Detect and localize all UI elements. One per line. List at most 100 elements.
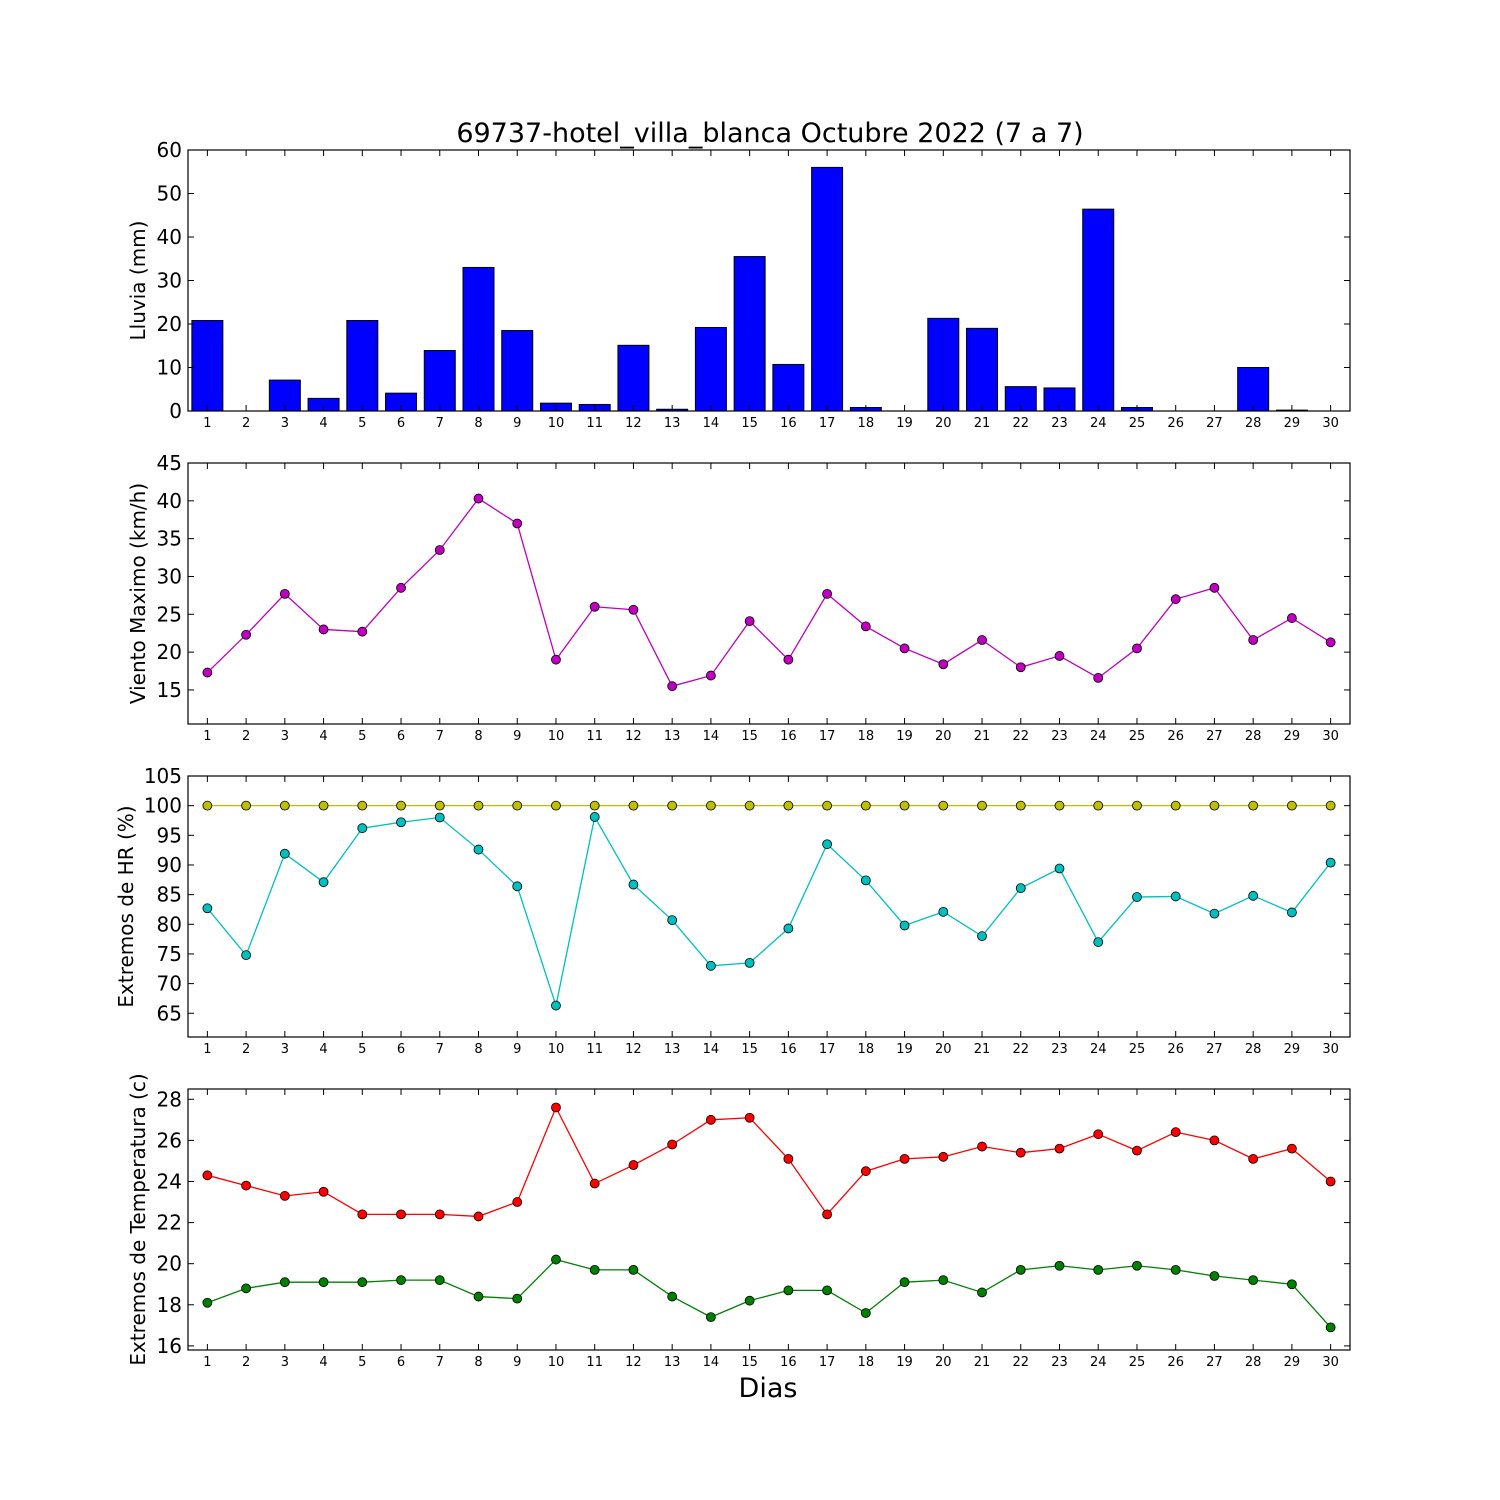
humidity-y-axis-label: Extremos de HR (%) <box>114 805 138 1007</box>
temperature-series-2-point-15 <box>744 1295 755 1306</box>
wind-xtick-label: 27 <box>1206 729 1223 744</box>
humidity-series-1-point-14 <box>706 800 716 811</box>
wind-xtick-label: 17 <box>819 729 836 744</box>
temperature-ytick-label: 20 <box>157 1252 182 1276</box>
humidity-xtick-label: 7 <box>436 1042 444 1057</box>
wind-series-1-point-19 <box>899 643 910 654</box>
humidity-series-2-point-4 <box>318 877 329 888</box>
temperature-series-2-point-4 <box>318 1277 329 1288</box>
wind-series-1-point-3 <box>279 588 290 599</box>
humidity-series-2-point-18 <box>860 875 871 886</box>
temperature-xtick-label: 10 <box>548 1355 565 1370</box>
rain-xtick-label: 29 <box>1284 416 1301 431</box>
wind-series-1-point-12 <box>628 604 639 615</box>
rain-xtick-label: 4 <box>319 416 327 431</box>
temperature-series-1-point-30 <box>1325 1176 1336 1187</box>
temperature-series-2-point-22 <box>1015 1264 1026 1275</box>
humidity-series-2-point-2 <box>241 950 252 961</box>
x-axis-label: Dias <box>739 1373 798 1404</box>
temperature-xtick-label: 7 <box>436 1355 444 1370</box>
humidity-series-2-point-8 <box>473 844 484 855</box>
humidity-series-1-point-25 <box>1132 800 1142 811</box>
temperature-series-2-point-17 <box>822 1285 832 1296</box>
wind-xtick-label: 1 <box>203 729 211 744</box>
wind-series-1-point-15 <box>744 616 755 627</box>
wind-series-1-point-24 <box>1093 672 1104 683</box>
wind-ytick-label: 40 <box>157 489 182 513</box>
rain-xtick-label: 25 <box>1129 416 1146 431</box>
temperature-series-2-point-3 <box>279 1277 290 1288</box>
wind-xtick-label: 16 <box>780 729 797 744</box>
temperature-xtick-label: 9 <box>513 1355 521 1370</box>
temperature-series-2-point-25 <box>1132 1260 1142 1271</box>
bar-day-28 <box>1237 367 1270 412</box>
humidity-xtick-label: 8 <box>474 1042 482 1057</box>
humidity-xtick-label: 15 <box>741 1042 758 1057</box>
humidity-series-2-point-27 <box>1209 908 1220 919</box>
temperature-series-2-point-20 <box>938 1275 949 1286</box>
rain-xtick-label: 12 <box>625 416 642 431</box>
humidity-series-1-point-20 <box>938 800 949 811</box>
temperature-series-2-point-7 <box>434 1275 445 1286</box>
rain-xtick-label: 5 <box>358 416 366 431</box>
wind-series-1-point-13 <box>667 681 678 692</box>
humidity-xtick-label: 1 <box>203 1042 211 1057</box>
bar-day-24 <box>1082 208 1115 412</box>
wind-series-1-point-4 <box>318 624 329 635</box>
temperature-series-1-point-26 <box>1170 1127 1181 1138</box>
temperature-series-1-point-22 <box>1015 1147 1026 1158</box>
humidity-ytick-label: 75 <box>157 942 182 966</box>
temperature-series-2-point-2 <box>241 1283 252 1294</box>
temperature-series-1-point-9 <box>512 1197 523 1207</box>
wind-series-1-point-5 <box>357 626 368 637</box>
wind-xtick-label: 18 <box>858 729 875 744</box>
rain-ytick-label: 40 <box>157 225 182 249</box>
humidity-xtick-label: 23 <box>1051 1042 1068 1057</box>
rain-ytick-label: 30 <box>157 269 182 293</box>
temperature-series-1-point-6 <box>396 1209 406 1220</box>
temperature-xtick-label: 14 <box>703 1355 720 1370</box>
humidity-series-2-point-28 <box>1248 890 1259 901</box>
humidity-xtick-label: 28 <box>1245 1042 1262 1057</box>
temperature-series-1-point-17 <box>822 1209 832 1220</box>
temperature-xtick-label: 13 <box>664 1355 681 1370</box>
temperature-series-1-point-7 <box>434 1209 445 1220</box>
humidity-series-1-point-22 <box>1015 800 1026 811</box>
wind-series-1-point-25 <box>1132 643 1142 654</box>
humidity-series-1-point-16 <box>783 800 794 811</box>
wind-series-1-point-7 <box>434 545 445 555</box>
wind-series-1-point-22 <box>1015 662 1026 673</box>
temperature-series-2-point-6 <box>396 1275 406 1286</box>
humidity-series-2-point-13 <box>667 915 678 926</box>
humidity-series-1-point-18 <box>860 800 871 811</box>
temperature-series-1-point-1 <box>202 1170 213 1181</box>
humidity-series-1-point-19 <box>899 800 910 811</box>
wind-ytick-label: 30 <box>157 564 182 588</box>
humidity-series-1-point-21 <box>977 800 987 811</box>
humidity-series-2-point-24 <box>1093 937 1104 947</box>
wind-plot-frame <box>187 462 1351 725</box>
rain-xtick-label: 30 <box>1322 416 1339 431</box>
temperature-ytick-label: 22 <box>157 1211 182 1235</box>
wind-series-1-point-20 <box>938 659 949 670</box>
bar-day-8 <box>462 266 495 412</box>
humidity-xtick-label: 5 <box>358 1042 366 1057</box>
humidity-xtick-label: 6 <box>397 1042 405 1057</box>
wind-series-1-point-16 <box>783 654 794 665</box>
humidity-xtick-label: 9 <box>513 1042 521 1057</box>
temperature-series-1-point-8 <box>473 1211 484 1222</box>
temperature-xtick-label: 6 <box>397 1355 405 1370</box>
humidity-series-1-point-24 <box>1093 800 1104 811</box>
humidity-series-2-point-25 <box>1132 892 1142 902</box>
humidity-series-2-point-30 <box>1325 857 1336 868</box>
wind-series-1-point-9 <box>512 518 523 529</box>
rain-xtick-label: 3 <box>281 416 289 431</box>
humidity-series-2-point-10 <box>551 1000 561 1011</box>
temperature-series-1-point-20 <box>938 1151 949 1162</box>
rain-xtick-label: 18 <box>858 416 875 431</box>
temperature-series-1-point-3 <box>279 1190 290 1201</box>
humidity-series-1-point-9 <box>512 800 523 811</box>
wind-xtick-label: 30 <box>1322 729 1339 744</box>
